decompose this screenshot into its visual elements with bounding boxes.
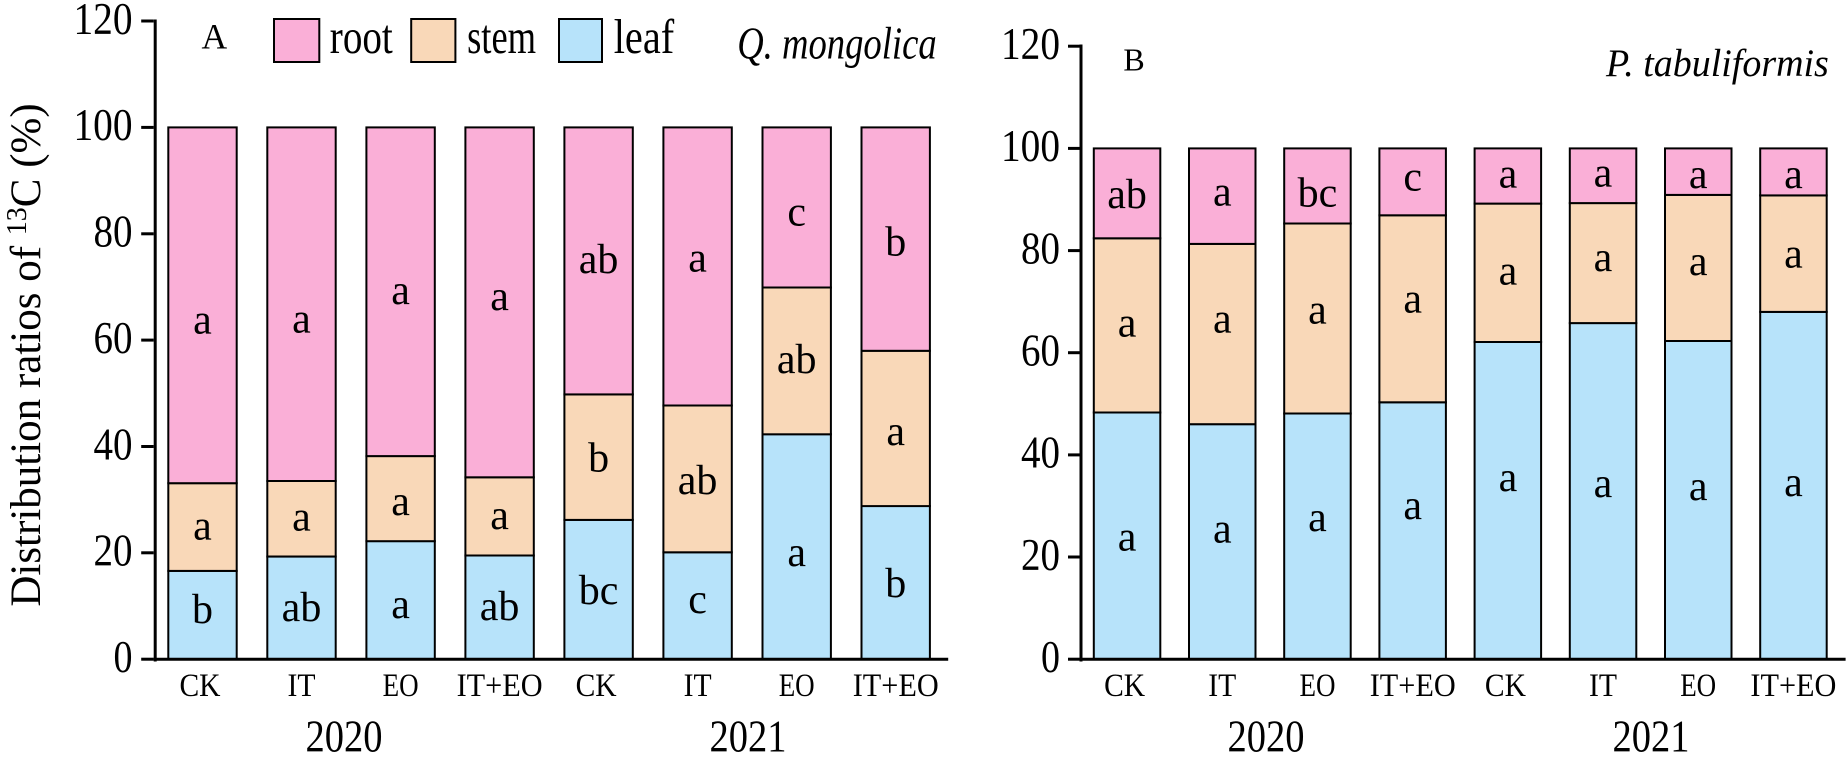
- svg-text:CK: CK: [576, 668, 617, 704]
- svg-text:EO: EO: [779, 668, 815, 704]
- svg-text:IT+EO: IT+EO: [1750, 668, 1836, 704]
- svg-text:80: 80: [1021, 223, 1060, 273]
- svg-text:2020: 2020: [1228, 712, 1305, 762]
- svg-text:a: a: [292, 297, 311, 343]
- svg-text:a: a: [1308, 495, 1327, 541]
- svg-text:b: b: [588, 436, 609, 482]
- svg-text:IT+EO: IT+EO: [853, 668, 939, 704]
- svg-text:c: c: [787, 190, 806, 236]
- svg-text:100: 100: [1001, 121, 1060, 171]
- svg-text:Q. mongolica: Q. mongolica: [737, 18, 937, 69]
- svg-text:EO: EO: [1680, 668, 1716, 704]
- svg-text:stem: stem: [467, 9, 536, 64]
- svg-text:bc: bc: [579, 568, 619, 614]
- svg-text:IT+EO: IT+EO: [1370, 668, 1456, 704]
- svg-text:80: 80: [94, 207, 133, 257]
- svg-text:20: 20: [1021, 530, 1060, 580]
- svg-text:a: a: [1403, 483, 1422, 529]
- svg-text:a: a: [886, 409, 905, 455]
- svg-text:a: a: [1499, 455, 1518, 501]
- svg-text:Distribution ratios of 13C (%): Distribution ratios of 13C (%): [2, 103, 50, 606]
- svg-text:40: 40: [1021, 428, 1060, 478]
- svg-text:a: a: [1784, 231, 1803, 277]
- svg-text:c: c: [1403, 155, 1422, 201]
- svg-text:IT+EO: IT+EO: [457, 668, 543, 704]
- svg-text:IT: IT: [288, 668, 316, 704]
- svg-text:a: a: [1213, 296, 1232, 342]
- svg-text:EO: EO: [1300, 668, 1336, 704]
- svg-text:a: a: [787, 530, 806, 576]
- svg-text:120: 120: [74, 0, 133, 44]
- svg-text:a: a: [1594, 235, 1613, 281]
- svg-text:20: 20: [94, 526, 133, 576]
- svg-text:CK: CK: [180, 668, 221, 704]
- svg-text:CK: CK: [1104, 668, 1145, 704]
- svg-text:b: b: [885, 219, 906, 265]
- svg-text:a: a: [193, 297, 212, 343]
- svg-text:a: a: [490, 274, 509, 320]
- svg-text:CK: CK: [1485, 668, 1526, 704]
- svg-text:60: 60: [1021, 326, 1060, 376]
- svg-text:EO: EO: [383, 668, 419, 704]
- svg-text:bc: bc: [1298, 170, 1338, 216]
- svg-text:IT: IT: [1208, 668, 1236, 704]
- svg-text:leaf: leaf: [614, 9, 675, 64]
- svg-text:ab: ab: [480, 584, 520, 630]
- svg-text:ab: ab: [579, 237, 619, 283]
- svg-text:a: a: [1213, 507, 1232, 553]
- svg-text:A: A: [201, 17, 227, 57]
- svg-text:a: a: [292, 495, 311, 541]
- svg-text:120: 120: [1001, 19, 1060, 69]
- svg-text:ab: ab: [678, 458, 718, 504]
- svg-text:ab: ab: [777, 337, 817, 383]
- svg-text:60: 60: [94, 313, 133, 363]
- svg-text:2021: 2021: [1613, 712, 1690, 762]
- svg-text:c: c: [688, 577, 707, 623]
- svg-text:a: a: [1403, 277, 1422, 323]
- svg-text:a: a: [490, 493, 509, 539]
- svg-text:a: a: [688, 236, 707, 282]
- svg-text:IT: IT: [684, 668, 712, 704]
- svg-text:a: a: [391, 479, 410, 525]
- svg-text:b: b: [192, 587, 213, 633]
- svg-text:B: B: [1123, 41, 1144, 77]
- svg-text:a: a: [1213, 170, 1232, 216]
- svg-text:ab: ab: [1107, 172, 1147, 218]
- svg-text:a: a: [1784, 152, 1803, 198]
- svg-text:2020: 2020: [306, 712, 383, 762]
- svg-text:a: a: [391, 582, 410, 628]
- svg-text:100: 100: [74, 100, 133, 150]
- svg-text:0: 0: [1041, 632, 1060, 682]
- svg-text:root: root: [330, 9, 393, 64]
- svg-text:a: a: [1499, 152, 1518, 198]
- svg-text:a: a: [1594, 461, 1613, 507]
- svg-text:a: a: [1308, 288, 1327, 334]
- svg-text:2021: 2021: [710, 712, 787, 762]
- svg-text:b: b: [885, 561, 906, 607]
- svg-text:0: 0: [114, 632, 133, 682]
- svg-text:a: a: [391, 268, 410, 314]
- svg-text:a: a: [1784, 460, 1803, 506]
- svg-text:40: 40: [94, 419, 133, 469]
- svg-text:ab: ab: [282, 585, 322, 631]
- svg-text:a: a: [1499, 248, 1518, 294]
- svg-text:a: a: [1118, 300, 1137, 346]
- svg-text:a: a: [1689, 239, 1708, 285]
- svg-text:a: a: [193, 504, 212, 550]
- svg-text:a: a: [1689, 152, 1708, 198]
- svg-text:P. tabuliformis: P. tabuliformis: [1605, 41, 1829, 85]
- svg-text:a: a: [1118, 515, 1137, 561]
- svg-text:a: a: [1689, 464, 1708, 510]
- svg-text:IT: IT: [1589, 668, 1617, 704]
- svg-text:a: a: [1594, 151, 1613, 197]
